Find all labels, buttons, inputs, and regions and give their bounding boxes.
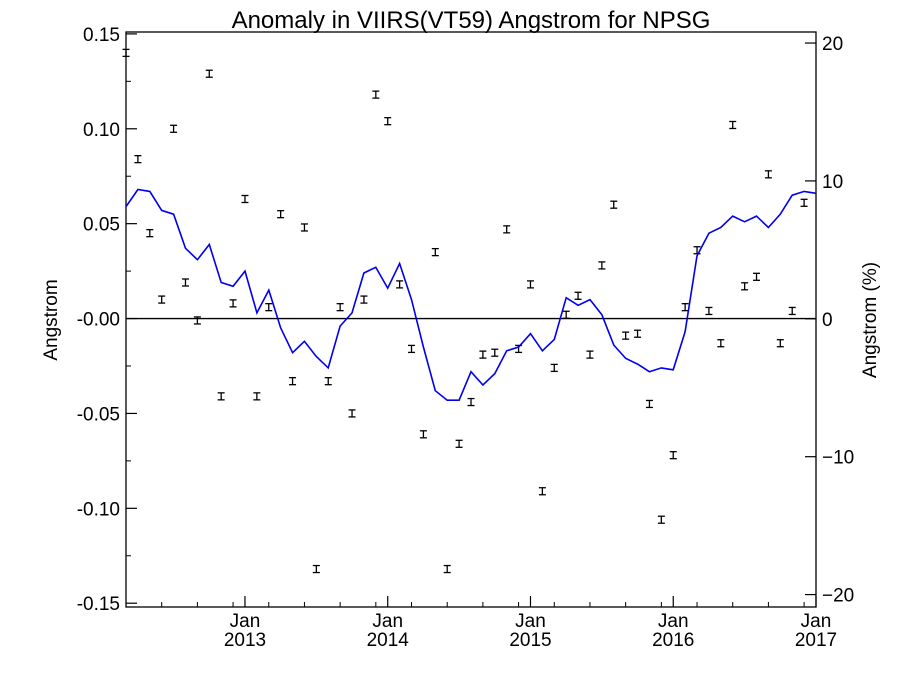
errorbar-point — [503, 225, 511, 234]
errorbar-point — [146, 229, 154, 238]
errorbar-point — [586, 350, 594, 359]
x-tick-label-month: Jan — [515, 611, 546, 632]
errorbar-point — [717, 339, 725, 348]
plot-area-frame — [125, 31, 817, 608]
y-tick-label: 0.05 — [83, 215, 120, 236]
y2-tick-label: 10 — [822, 172, 843, 193]
x-tick-label-year: 2013 — [224, 630, 266, 651]
errorbar-point — [170, 124, 178, 133]
errorbar-point — [336, 303, 344, 312]
errorbar-point — [324, 377, 332, 386]
x-tick-label-year: 2016 — [652, 630, 694, 651]
y2-tick-label: −10 — [822, 448, 854, 469]
errorbar-point — [562, 310, 570, 319]
errorbar-point — [526, 280, 534, 289]
y-tick-label: -0.05 — [77, 404, 120, 425]
x-tick-label-month: Jan — [230, 611, 261, 632]
errorbar-point — [669, 451, 677, 460]
errorbar-point — [181, 278, 189, 287]
errorbar-point — [538, 487, 546, 496]
errorbar-point — [229, 299, 237, 308]
y2-tick-label: −20 — [822, 586, 854, 607]
errorbar-point — [693, 246, 701, 255]
errorbar-point — [741, 282, 749, 291]
errorbar-point — [360, 295, 368, 304]
x-tick-label-month: Jan — [372, 611, 403, 632]
x-tick-label-month: Jan — [658, 611, 689, 632]
errorbar-point — [241, 194, 249, 204]
x-tick-label-year: 2014 — [367, 630, 410, 651]
errorbar-point — [645, 399, 653, 409]
errorbar-point — [419, 430, 427, 439]
y2-tick-label: 20 — [822, 34, 843, 55]
errorbar-point — [443, 564, 451, 574]
y2-tick-label: 0 — [822, 310, 833, 331]
anomaly-line — [125, 188, 817, 401]
x-tick-label-year: 2015 — [509, 630, 551, 651]
errorbar-point — [657, 515, 665, 524]
errorbar-point — [134, 154, 142, 164]
errorbar-point — [753, 272, 761, 281]
errorbar-point — [408, 344, 416, 354]
errorbar-point — [681, 303, 689, 312]
y-tick-label: 0.15 — [83, 25, 120, 46]
errorbar-point — [122, 48, 130, 58]
errorbar-point — [729, 120, 737, 130]
errorbar-point — [705, 306, 713, 316]
y-tick-label: -0.00 — [77, 310, 120, 331]
errorbar-point — [491, 348, 499, 357]
errorbar-point — [431, 247, 439, 257]
y-axis-left: 0.15 0.10 0.05 -0.00 -0.05 -0.10 -0.15 — [77, 25, 137, 615]
errorbar-point — [193, 316, 201, 325]
errorbar-point — [467, 397, 475, 407]
errorbar-point — [574, 291, 582, 300]
errorbar-point — [800, 198, 808, 207]
errorbar-point — [217, 392, 225, 401]
errorbar-point — [634, 329, 642, 338]
errorbar-point — [776, 339, 784, 348]
errorbar-point — [622, 331, 630, 340]
errorbar-point — [277, 210, 285, 219]
errorbar-series — [122, 48, 808, 574]
errorbar-point — [610, 200, 618, 209]
errorbar-point — [372, 90, 380, 99]
errorbar-point — [265, 303, 273, 312]
x-tick-label-year: 2017 — [795, 630, 837, 651]
errorbar-point — [598, 261, 606, 270]
y-tick-label: -0.15 — [77, 594, 120, 615]
errorbar-point — [289, 377, 297, 386]
errorbar-point — [300, 223, 308, 232]
errorbar-point — [348, 409, 356, 418]
errorbar-point — [158, 295, 166, 304]
errorbar-point — [312, 564, 320, 574]
errorbar-point — [550, 363, 558, 373]
y-axis-right: 20 10 0 −10 −20 — [805, 34, 854, 607]
errorbar-point — [253, 392, 261, 401]
errorbar-point — [396, 280, 404, 289]
errorbar-point — [455, 439, 463, 448]
errorbar-point — [788, 306, 796, 316]
y2-axis-label: Angstrom (%) — [860, 262, 881, 378]
errorbar-point — [205, 69, 213, 78]
y-tick-label: -0.10 — [77, 499, 120, 520]
errorbar-point — [479, 350, 487, 359]
x-tick-label-month: Jan — [801, 611, 832, 632]
chart-title: Anomaly in VIIRS(VT59) Angstrom for NPSG — [232, 7, 711, 34]
y-axis-label: Angstrom — [41, 279, 62, 360]
y-tick-label: 0.10 — [83, 120, 120, 141]
errorbar-point — [764, 170, 772, 179]
errorbar-point — [384, 117, 392, 126]
